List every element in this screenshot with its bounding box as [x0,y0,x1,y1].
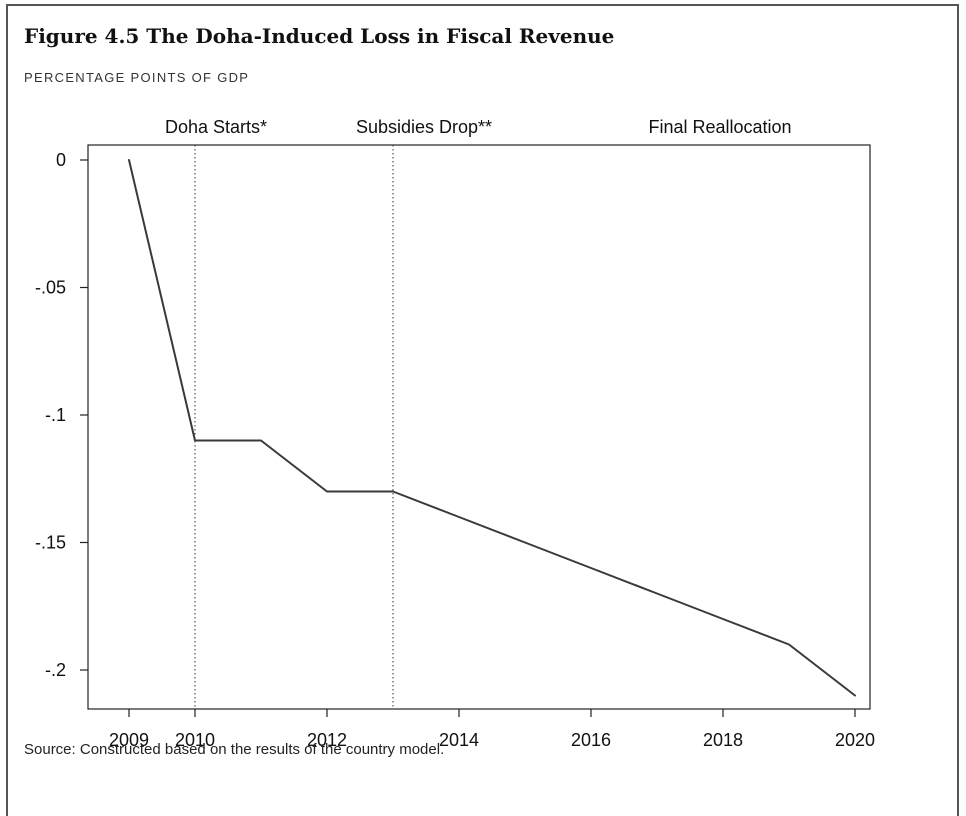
phase-label: Final Reallocation [648,117,791,137]
phase-label: Subsidies Drop** [356,117,492,137]
y-tick-label: -.05 [35,278,66,298]
x-tick-label: 2016 [571,730,611,750]
phase-label: Doha Starts* [165,117,267,137]
series-line [129,160,855,696]
x-tick-label: 2014 [439,730,479,750]
y-tick-label: -.2 [45,660,66,680]
figure-source-note: Source: Constructed based on the results… [24,741,444,758]
y-tick-label: -.15 [35,533,66,553]
x-tick-label: 2020 [835,730,875,750]
plot-area-frame [88,145,870,709]
x-tick-label: 2018 [703,730,743,750]
y-tick-label: -.1 [45,405,66,425]
y-tick-label: 0 [56,150,66,170]
